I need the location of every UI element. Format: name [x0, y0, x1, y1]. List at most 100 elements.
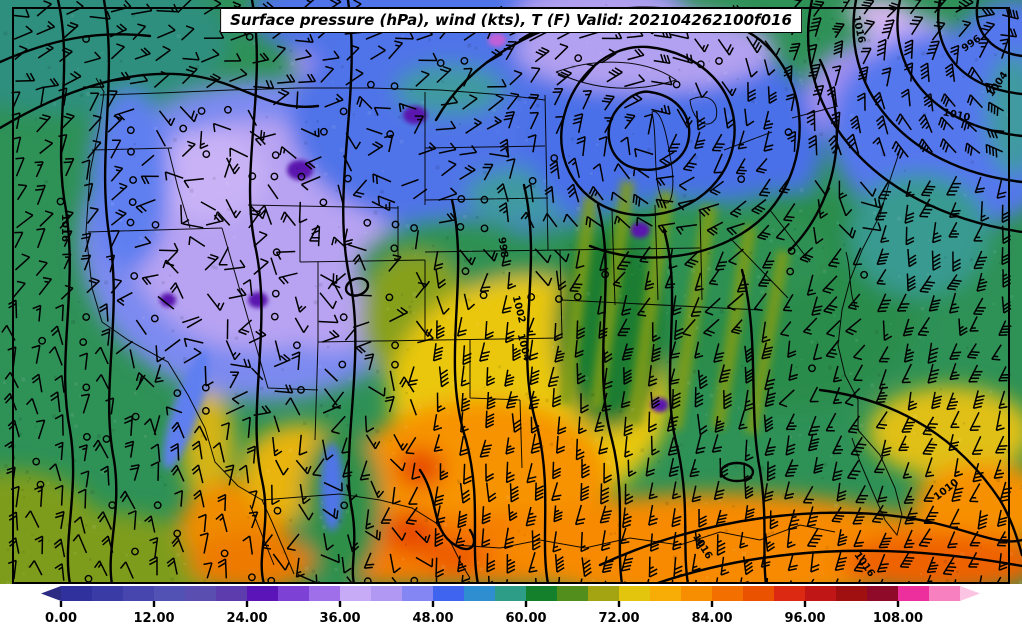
calm-wind-circle — [808, 364, 816, 373]
colorbar-segment — [340, 586, 372, 601]
calm-wind-circle — [555, 295, 563, 303]
colorbar-segment — [216, 586, 248, 601]
calm-wind-circle — [297, 385, 305, 394]
calm-wind-circle — [339, 107, 348, 116]
calm-wind-circle — [390, 244, 399, 253]
calm-wind-circle — [338, 360, 347, 369]
calm-wind-circle — [319, 198, 328, 207]
calm-wind-circle — [479, 291, 488, 300]
calm-wind-circle — [391, 341, 399, 350]
calm-wind-circle — [436, 59, 445, 67]
colorbar-segment — [402, 586, 434, 601]
calm-wind-circle — [391, 360, 399, 369]
colorbar-segment — [495, 586, 527, 601]
calm-wind-circle — [270, 312, 279, 321]
calm-wind-circle — [82, 35, 91, 43]
colorbar-tick-label: 36.00 — [319, 611, 360, 626]
calm-wind-circle — [460, 57, 469, 65]
calm-wind-circle — [36, 480, 45, 489]
calm-wind-circle — [150, 314, 159, 323]
calm-wind-circle — [527, 293, 536, 301]
calm-wind-circle — [386, 130, 395, 139]
calm-wind-circle — [108, 501, 117, 509]
calm-wind-circle — [672, 80, 681, 89]
colorbar-segment — [929, 586, 961, 601]
calm-wind-circle — [38, 336, 46, 345]
calm-wind-circle — [56, 197, 65, 206]
wind-barb-feathers — [1, 0, 1019, 584]
calm-wind-circle — [271, 289, 280, 298]
calm-wind-circle — [173, 389, 182, 397]
colorbar-segment — [712, 586, 744, 601]
calm-wind-circle — [83, 432, 91, 441]
map-title: Surface pressure (hPa), wind (kts), T (F… — [220, 8, 802, 33]
calm-wind-circle — [385, 293, 394, 302]
field-texture — [1, 3, 1022, 584]
calm-wind-circle — [82, 383, 91, 392]
colorbar-segment — [526, 586, 558, 601]
colorbar-segment — [371, 586, 403, 601]
calm-wind-circle — [366, 80, 375, 89]
calm-wind-circle — [391, 220, 400, 229]
calm-wind-circle — [102, 435, 111, 443]
colorbar-segment — [557, 586, 589, 601]
calm-wind-circle — [173, 529, 182, 538]
calm-wind-circle — [126, 218, 135, 227]
colorbar-segment — [743, 586, 775, 601]
colorbar-segment — [464, 586, 496, 601]
calm-wind-circle — [390, 82, 399, 91]
calm-wind-circle — [131, 547, 139, 556]
calm-wind-circle — [297, 172, 306, 181]
calm-wind-circle — [737, 175, 746, 184]
calm-wind-circle — [179, 124, 188, 133]
calm-wind-circle — [126, 126, 135, 135]
colorbar-segment — [774, 586, 806, 601]
colorbar-segment — [247, 586, 279, 601]
colorbar-segment — [650, 586, 682, 601]
colorbar-segment — [588, 586, 620, 601]
colorbar-segment — [92, 586, 124, 601]
calm-wind-circle — [32, 457, 41, 466]
calm-wind-circle — [197, 107, 206, 115]
colorbar-segment — [681, 586, 713, 601]
wind-barb-staffs — [6, 0, 1019, 584]
calm-wind-circle — [248, 172, 257, 181]
calm-wind-circle — [715, 57, 723, 65]
calm-wind-circle — [201, 406, 210, 415]
pressure-contours — [0, 0, 1022, 584]
wind-barbs — [1, 0, 1019, 584]
calm-wind-circle — [273, 506, 282, 515]
calm-wind-circle — [528, 176, 537, 185]
colorbar-segment — [867, 586, 899, 601]
colorbar-segment — [278, 586, 310, 601]
calm-wind-circle — [550, 154, 559, 163]
calm-wind-circle — [601, 270, 609, 279]
calm-wind-circle — [860, 270, 868, 279]
calm-wind-circle — [363, 218, 372, 227]
calm-wind-circle — [461, 267, 470, 276]
colorbar-tick-label: 84.00 — [691, 611, 732, 626]
colorbar-segment — [154, 586, 186, 601]
colorbar-left-arrow — [41, 586, 61, 601]
calm-wind-circle — [480, 195, 489, 204]
colorbar-tick-label: 60.00 — [505, 611, 546, 626]
calm-wind-circle — [696, 60, 705, 69]
calm-wind-circle — [129, 176, 138, 184]
colorbar-tick-label: 108.00 — [873, 611, 923, 626]
calm-wind-circle — [574, 54, 583, 62]
calm-wind-circle — [82, 313, 91, 321]
calm-wind-circle — [153, 501, 162, 510]
calm-wind-circle — [127, 147, 135, 156]
calm-wind-circle — [573, 292, 582, 301]
colorbar-segment — [309, 586, 341, 601]
calm-wind-circle — [787, 246, 796, 255]
calm-wind-circle — [128, 198, 137, 207]
colorbar-tick-label: 72.00 — [598, 611, 639, 626]
calm-wind-circle — [270, 172, 279, 181]
calm-wind-circle — [410, 224, 418, 232]
calm-wind-circle — [79, 338, 88, 346]
colorbar-segment — [185, 586, 217, 601]
calm-wind-circle — [220, 549, 229, 558]
colorbar-segment — [898, 586, 930, 601]
